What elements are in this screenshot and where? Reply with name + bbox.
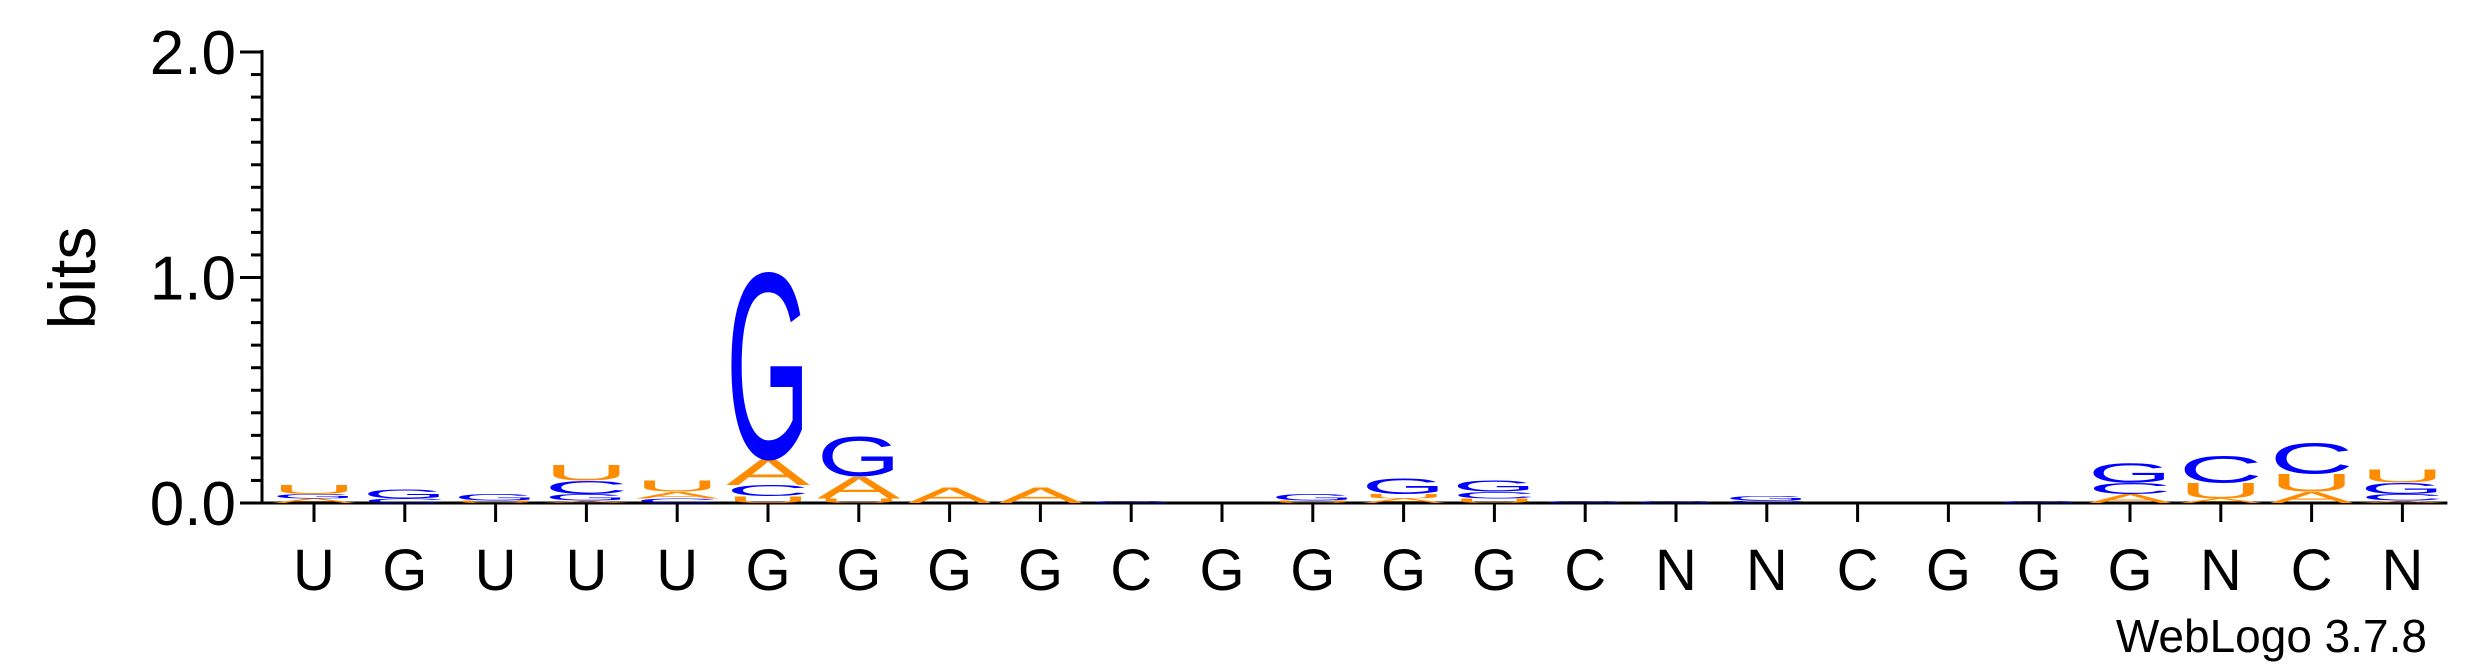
x-tick-label: U xyxy=(656,538,698,603)
logo-letter: A xyxy=(635,490,720,500)
logo-letter: C xyxy=(1725,500,1809,503)
logo-letter: G xyxy=(726,218,810,515)
x-tick-label: N xyxy=(1746,538,1788,603)
x-tick-label: G xyxy=(1472,538,1517,603)
logo-letter: C xyxy=(363,497,447,504)
logo-letter: G xyxy=(1725,495,1809,502)
x-tick-label: U xyxy=(293,538,335,603)
y-axis-label: bits xyxy=(35,227,109,330)
logo-letter: A xyxy=(272,497,357,504)
logo-letter: G xyxy=(1634,500,1718,503)
logo-letter: G xyxy=(1997,500,2081,503)
logo-letter: A xyxy=(726,451,810,493)
x-tick-label: C xyxy=(1110,538,1152,603)
logo-letter: G xyxy=(817,426,901,489)
y-tick-label: 0.0 xyxy=(150,470,236,539)
logo-letter: C xyxy=(1452,490,1536,500)
logo-letter: G xyxy=(454,492,538,502)
logo-letter: C xyxy=(2088,480,2172,498)
logo-letter: G xyxy=(2360,480,2444,497)
logo-letter: A xyxy=(2088,492,2172,506)
logo-letter: G xyxy=(2088,457,2172,488)
logo-letter: G xyxy=(1452,478,1536,495)
logo-letter: G xyxy=(272,493,356,500)
x-tick-label: G xyxy=(836,538,881,603)
logo-letter: U xyxy=(2360,466,2444,487)
x-tick-label: G xyxy=(1290,538,1335,603)
logo-letter: C xyxy=(2179,449,2263,491)
logo-letter: U xyxy=(544,461,628,486)
logo-letter: C xyxy=(544,477,628,498)
logo-letter: A xyxy=(908,484,992,508)
logo-letter: U xyxy=(454,500,538,503)
x-tick-label: G xyxy=(2107,538,2152,603)
logo-letter: U xyxy=(1271,500,1355,503)
x-tick-label: G xyxy=(1199,538,1244,603)
logo-letter: A xyxy=(999,484,1083,508)
logo-letter: G xyxy=(1089,500,1173,503)
x-tick-label: N xyxy=(2200,538,2242,603)
logo-letter: G xyxy=(544,492,628,502)
x-tick-label: C xyxy=(1837,538,1879,603)
logo-letter: U xyxy=(817,497,901,504)
logo-letter: U xyxy=(1452,497,1536,504)
logo-letter: G xyxy=(1362,474,1446,499)
x-tick-label: G xyxy=(2017,538,2062,603)
logo-letter: U xyxy=(272,483,356,497)
footer: WebLogo 3.7.8 xyxy=(2116,610,2427,662)
logo-letter: A xyxy=(2179,497,2264,504)
x-tick-label: N xyxy=(2381,538,2423,603)
logo-letter: A xyxy=(1362,497,1447,504)
x-tick-label: C xyxy=(1564,538,1606,603)
logo-letter: U xyxy=(1362,493,1446,500)
logo-letter: G xyxy=(363,487,447,501)
logo-letter: A xyxy=(2361,500,2445,503)
logo-letter: A xyxy=(2270,489,2354,507)
x-tick-label: G xyxy=(927,538,972,603)
logo-letter: G xyxy=(1271,492,1355,502)
x-tick-label: G xyxy=(1381,538,1426,603)
logo-letter: U xyxy=(635,478,719,496)
logo-letter: C xyxy=(2270,434,2354,483)
x-tick-label: G xyxy=(1926,538,1971,603)
x-tick-label: U xyxy=(475,538,517,603)
logo-letter: A xyxy=(817,470,901,505)
logo-letter: U xyxy=(2270,469,2354,497)
y-tick-label: 2.0 xyxy=(150,19,236,88)
x-tick-label: U xyxy=(565,538,607,603)
logo-letter: C xyxy=(635,497,719,504)
logo-letter: C xyxy=(2360,492,2444,502)
logo-letter: A xyxy=(545,500,629,503)
logo-letter: U xyxy=(2179,479,2263,504)
logo-letter: U xyxy=(726,495,810,505)
x-tick-label: G xyxy=(382,538,427,603)
x-tick-label: G xyxy=(745,538,790,603)
logo-letter: C xyxy=(726,482,810,500)
y-tick-label: 1.0 xyxy=(150,245,236,314)
x-tick-label: N xyxy=(1655,538,1697,603)
logo-letter: G xyxy=(1543,500,1627,503)
x-tick-label: G xyxy=(1018,538,1063,603)
x-tick-label: C xyxy=(2291,538,2333,603)
